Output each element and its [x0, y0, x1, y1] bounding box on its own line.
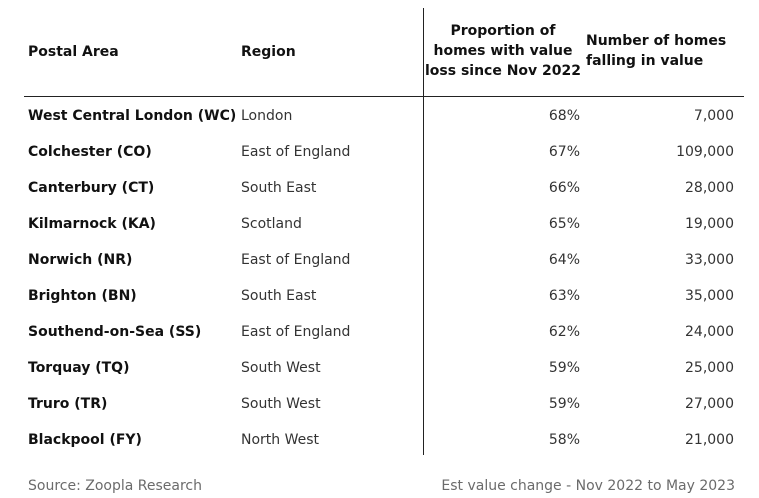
header-number-line: falling in value: [586, 53, 704, 69]
cell-proportion: 59%: [548, 360, 580, 376]
table-body: West Central London (WC) London 68% 7,000 Co…: [24, 98, 744, 458]
cell-number: 35,000: [685, 288, 734, 304]
header-proportion-line: loss since Nov 2022: [424, 63, 582, 79]
cell-postal-area: Brighton (BN): [28, 288, 137, 304]
cell-region: Scotland: [241, 216, 302, 232]
table-row: Torquay (TQ) South West 59% 25,000: [24, 350, 744, 386]
cell-proportion: 62%: [548, 324, 580, 340]
table-row: Blackpool (FY) North West 58% 21,000: [24, 422, 744, 458]
table-row: Southend-on-Sea (SS) East of England 62% 24…: [24, 314, 744, 350]
cell-proportion: 67%: [548, 144, 580, 160]
cell-proportion: 64%: [548, 252, 580, 268]
cell-region: London: [241, 108, 293, 124]
cell-region: East of England: [241, 252, 351, 268]
header-proportion-line: homes with value: [433, 43, 573, 59]
cell-region: South East: [241, 288, 317, 304]
cell-number: 33,000: [685, 252, 734, 268]
table-row: Kilmarnock (KA) Scotland 65% 19,000: [24, 206, 744, 242]
cell-postal-area: Canterbury (CT): [28, 180, 155, 196]
table-row: Truro (TR) South West 59% 27,000: [24, 386, 744, 422]
cell-number: 24,000: [685, 324, 734, 340]
cell-postal-area: Truro (TR): [28, 396, 108, 412]
cell-number: 7,000: [693, 108, 734, 124]
table-row: West Central London (WC) London 68% 7,000: [24, 98, 744, 134]
cell-region: South West: [241, 360, 321, 376]
table-row: Norwich (NR) East of England 64% 33,000: [24, 242, 744, 278]
cell-region: South West: [241, 396, 321, 412]
header-region: Region: [241, 44, 296, 60]
source-note: Source: Zoopla Research: [28, 478, 202, 494]
cell-proportion: 59%: [548, 396, 580, 412]
cell-postal-area: Blackpool (FY): [28, 432, 142, 448]
cell-region: East of England: [241, 324, 351, 340]
data-table: Postal Area Region Proportion of homes w…: [24, 8, 744, 458]
cell-region: South East: [241, 180, 317, 196]
header-proportion: Proportion of homes with value loss sinc…: [424, 21, 582, 81]
table-header: Postal Area Region Proportion of homes w…: [24, 8, 744, 97]
cell-number: 27,000: [685, 396, 734, 412]
cell-postal-area: Colchester (CO): [28, 144, 152, 160]
cell-postal-area: Torquay (TQ): [28, 360, 130, 376]
table-row: Brighton (BN) South East 63% 35,000: [24, 278, 744, 314]
cell-postal-area: Southend-on-Sea (SS): [28, 324, 202, 340]
header-postal-area: Postal Area: [28, 44, 119, 60]
header-number-line: Number of homes: [586, 33, 727, 49]
date-range-note: Est value change - Nov 2022 to May 2023: [441, 478, 735, 494]
cell-postal-area: West Central London (WC): [28, 108, 237, 124]
table-row: Colchester (CO) East of England 67% 109,000: [24, 134, 744, 170]
cell-proportion: 58%: [548, 432, 580, 448]
cell-region: North West: [241, 432, 320, 448]
cell-postal-area: Kilmarnock (KA): [28, 216, 156, 232]
cell-proportion: 68%: [548, 108, 580, 124]
cell-number: 19,000: [685, 216, 734, 232]
header-proportion-line: Proportion of: [450, 23, 556, 39]
cell-proportion: 66%: [548, 180, 580, 196]
cell-proportion: 63%: [548, 288, 580, 304]
column-divider: [423, 8, 424, 455]
cell-proportion: 65%: [548, 216, 580, 232]
cell-region: East of England: [241, 144, 351, 160]
cell-postal-area: Norwich (NR): [28, 252, 133, 268]
cell-number: 28,000: [685, 180, 734, 196]
cell-number: 25,000: [685, 360, 734, 376]
table-row: Canterbury (CT) South East 66% 28,000: [24, 170, 744, 206]
cell-number: 21,000: [685, 432, 734, 448]
header-number: Number of homes falling in value: [586, 31, 746, 71]
cell-number: 109,000: [676, 144, 734, 160]
